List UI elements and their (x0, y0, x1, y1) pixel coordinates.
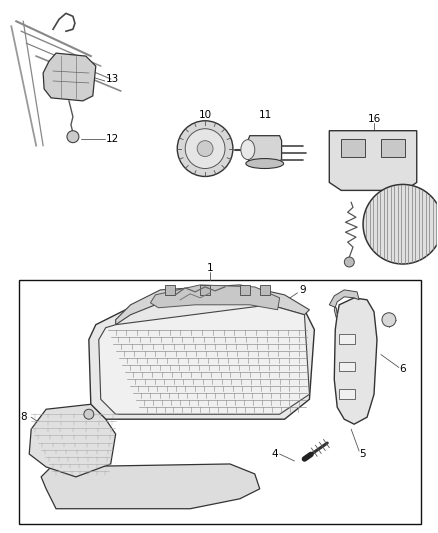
Bar (339, 334, 355, 344)
Circle shape (177, 121, 233, 176)
Polygon shape (41, 464, 260, 508)
Polygon shape (89, 300, 314, 419)
Polygon shape (334, 298, 377, 424)
Bar (240, 285, 250, 295)
Bar (341, 139, 365, 157)
Circle shape (84, 409, 94, 419)
Text: 1: 1 (207, 263, 213, 273)
Text: 9: 9 (300, 285, 306, 295)
Polygon shape (29, 404, 116, 477)
Bar (339, 389, 355, 399)
Polygon shape (329, 131, 417, 190)
Text: 11: 11 (259, 110, 272, 120)
Circle shape (344, 257, 354, 267)
Polygon shape (150, 285, 279, 310)
Text: 8: 8 (20, 412, 27, 422)
Circle shape (197, 141, 213, 157)
Polygon shape (43, 53, 96, 101)
Text: 4: 4 (271, 449, 278, 459)
Text: 16: 16 (367, 114, 381, 124)
Bar (381, 139, 405, 157)
Bar (165, 285, 175, 295)
Bar (339, 361, 355, 372)
Bar (19, 280, 421, 523)
Polygon shape (248, 136, 282, 164)
Bar (200, 285, 210, 295)
Polygon shape (329, 290, 359, 318)
Ellipse shape (241, 140, 255, 159)
Circle shape (363, 184, 438, 264)
Text: 13: 13 (106, 74, 119, 84)
Text: 5: 5 (359, 449, 366, 459)
Circle shape (382, 313, 396, 327)
Circle shape (185, 129, 225, 168)
Bar (260, 285, 270, 295)
Polygon shape (116, 285, 309, 325)
Text: 10: 10 (198, 110, 212, 120)
Polygon shape (99, 305, 309, 414)
Circle shape (67, 131, 79, 143)
Text: 6: 6 (399, 365, 406, 375)
Text: 12: 12 (106, 134, 119, 144)
Ellipse shape (246, 158, 283, 168)
